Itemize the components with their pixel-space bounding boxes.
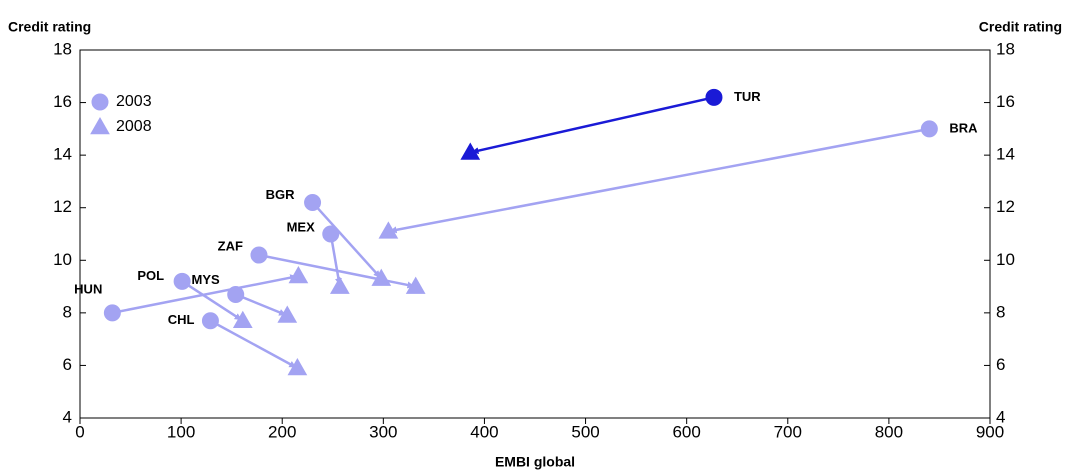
point [173,272,191,290]
change-arrow [389,127,930,234]
change-arrow [209,319,297,369]
x-tick-label: 600 [672,422,700,441]
y2-tick-label: 18 [996,39,1015,58]
x-tick-label: 0 [75,422,84,441]
plot-frame [79,49,991,419]
y-tick-label: 16 [53,92,72,111]
point [288,266,309,284]
point [322,225,340,243]
y-tick-label: 8 [63,302,72,321]
y2-tick-label: 12 [996,197,1015,216]
y2-tick-label: 14 [996,145,1015,164]
point [227,285,245,303]
point-label: MEX [287,219,316,234]
x-tick-label: 700 [774,422,802,441]
y-tick-label: 6 [63,355,72,374]
point-label: ZAF [218,238,243,253]
point [250,246,268,264]
change-arrow [258,253,415,289]
change-arrow [329,233,342,286]
change-arrow [311,201,381,279]
point-label: CHL [168,312,195,327]
x-tick-label: 400 [470,422,498,441]
point [103,304,121,322]
point [378,221,399,239]
y2-tick-label: 8 [996,302,1005,321]
x-tick-label: 900 [976,422,1004,441]
change-arrow [471,96,715,155]
x-tick-label: 100 [167,422,195,441]
legend-label: 2008 [116,118,152,135]
y-tick-label: 14 [53,145,72,164]
point [920,120,938,138]
point [460,142,481,160]
y2-tick-label: 6 [996,355,1005,374]
point [705,88,723,106]
point [201,312,219,330]
x-tick-label: 800 [875,422,903,441]
x-tick-label: 500 [571,422,599,441]
x-tick-label: 200 [268,422,296,441]
point-label: MYS [192,272,221,287]
y2-axis-title: Credit rating [979,19,1062,35]
y-tick-label: 4 [63,407,72,426]
point-label: POL [137,268,164,283]
change-arrow [181,280,242,321]
y2-tick-label: 4 [996,407,1005,426]
y-axis-title: Credit rating [8,19,91,35]
point [232,310,253,328]
y2-tick-label: 10 [996,250,1015,269]
point-label: BGR [266,187,296,202]
change-arrow [235,293,287,316]
y-tick-label: 10 [53,250,72,269]
point [304,193,322,211]
point-label: HUN [74,281,102,296]
legend-label: 2003 [116,93,152,110]
y2-tick-label: 16 [996,92,1015,111]
y-tick-label: 18 [53,39,72,58]
legend-marker [90,116,110,135]
x-tick-label: 300 [369,422,397,441]
point-label: TUR [734,89,761,104]
point-label: BRA [949,120,978,135]
point [329,276,350,294]
y-tick-label: 12 [53,197,72,216]
point [277,305,298,323]
x-axis-title: EMBI global [495,454,575,470]
point [405,276,426,294]
point [287,358,308,376]
legend-marker [91,93,109,111]
